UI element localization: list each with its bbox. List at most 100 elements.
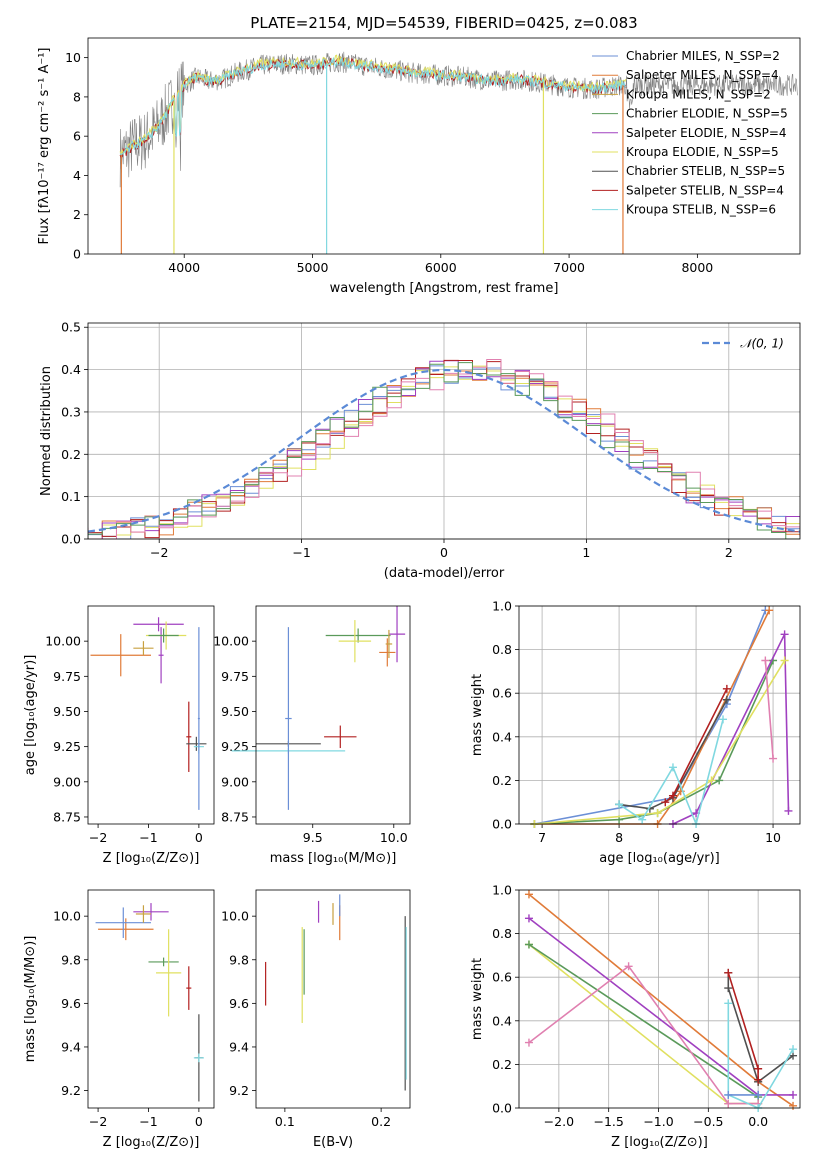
y-tick-label: 8.75 <box>221 809 249 824</box>
y-tick-label: 10 <box>65 50 81 65</box>
legend-label-chabrier_elodie: Chabrier ELODIE, N_SSP=5 <box>626 107 788 121</box>
y-tick-label: 9.4 <box>229 1039 249 1054</box>
y-tick-label: 0.4 <box>492 1013 512 1028</box>
y-tick-label: 0.3 <box>61 404 81 419</box>
x-tick-label: 9 <box>692 830 700 845</box>
series-marker-salpeter_elodie <box>524 914 533 923</box>
series-line-salpeter_miles <box>528 893 794 1107</box>
x-axis-label: E(B-V) <box>313 1135 353 1150</box>
y-axis-label: age [log₁₀(age/yr)] <box>23 655 38 776</box>
series-marker-salpeter_stelib <box>668 791 677 800</box>
y-tick-label: 10.0 <box>221 909 249 924</box>
x-tick-label: 4000 <box>168 260 200 275</box>
x-tick-label: 1 <box>582 545 590 560</box>
panel-residuals: −2 −1 0 1 2 0.0 0.1 0.2 0.3 0.4 0.5 (data-model)/er… <box>39 320 801 581</box>
hist-series <box>88 362 800 539</box>
series-line-salpeter_stelib <box>727 972 759 1080</box>
x-tick-label: 0 <box>440 545 448 560</box>
series-marker-kroupa_stelib <box>615 800 624 809</box>
axes-frame <box>518 889 801 1109</box>
series-line-kroupa_stelib <box>727 1003 794 1110</box>
x-tick-label: −1.0 <box>643 1114 673 1129</box>
y-tick-label: 0.6 <box>492 970 512 985</box>
x-tick-label: 10 <box>765 830 781 845</box>
series-marker-kroupa_elodie <box>780 656 789 665</box>
x-axis-label: wavelength [Angstrom, rest frame] <box>330 281 559 296</box>
series-marker-kroupa_stelib <box>789 1045 798 1054</box>
panel-mass-vs-ebv: 0.1 0.2 9.2 9.4 9.6 9.8 10.0 E(B-V) <box>221 889 411 1150</box>
x-tick-label: −2 <box>89 1114 107 1129</box>
panel-mass-weight-vs-Z: −2.0 −1.5 −1.0 −0.5 0.0 0.0 0.2 0.4 0.6 0.8 1.0 Z [… <box>470 883 801 1150</box>
series-line-chabrier_stelib <box>727 972 794 1084</box>
y-tick-label: 9.6 <box>61 996 81 1011</box>
series-marker-kroupa_stelib <box>668 763 677 772</box>
x-tick-label: −1.5 <box>594 1114 624 1129</box>
series-line-salpeter_elodie <box>672 633 790 825</box>
y-tick-label: 6 <box>73 129 81 144</box>
panel-mass-vs-Z: −2 −1 0 9.2 9.4 9.6 9.8 10.0 Z [log₁₀(Z/Z⊙)] mass… <box>23 889 215 1150</box>
y-tick-label: 2 <box>73 207 81 222</box>
legend-label-salpeter_stelib: Salpeter STELIB, N_SSP=4 <box>626 183 784 197</box>
series-marker-kroupa_elodie <box>653 809 662 818</box>
x-tick-label: −0.5 <box>693 1114 723 1129</box>
y-tick-label: 9.25 <box>221 739 249 754</box>
axes-frame <box>255 889 411 1109</box>
legend-label-kroupa_stelib: Kroupa STELIB, N_SSP=6 <box>626 203 776 217</box>
x-tick-label: 10.0 <box>380 830 408 845</box>
axes-frame <box>87 605 215 825</box>
y-tick-label: 10.0 <box>53 909 81 924</box>
panel-mass-weight-vs-age: 7 8 9 10 0.0 0.2 0.4 0.6 0.8 1.0 age [log₁₀(age/yr… <box>470 599 801 866</box>
legend-label-kroupa_elodie: Kroupa ELODIE, N_SSP=5 <box>626 145 779 159</box>
series-marker-salpeter_miles <box>789 1101 798 1110</box>
y-tick-label: 10.00 <box>45 634 81 649</box>
y-tick-label: 0.0 <box>492 1101 512 1116</box>
series-line-chabrier_elodie <box>528 943 759 1098</box>
axes-frame <box>87 37 801 255</box>
panel-age-vs-Z: −2 −1 0 8.75 9.00 9.25 9.50 9.75 10.00 Z [log₁₀(Z… <box>23 605 215 866</box>
x-tick-label: −2.0 <box>544 1114 574 1129</box>
series-marker-salpeter_stelib <box>722 684 731 693</box>
normal-curve <box>87 368 801 533</box>
series-marker-chabrier_elodie <box>524 940 533 949</box>
y-tick-label: 9.4 <box>61 1039 81 1054</box>
series-marker-chabrier_elodie <box>715 776 724 785</box>
y-axis-label: Normed distribution <box>39 366 54 496</box>
x-tick-label: 0.2 <box>371 1114 391 1129</box>
y-tick-label: 9.00 <box>53 774 81 789</box>
legend-label-chabrier_miles: Chabrier MILES, N_SSP=2 <box>626 49 780 63</box>
series-line-chabrier_miles <box>534 610 767 825</box>
series-marker-salpeter_stelib <box>754 1064 763 1073</box>
x-tick-label: 6000 <box>425 260 457 275</box>
series-marker-salpeter_elodie <box>780 630 789 639</box>
series-marker-salpeter_elodie <box>784 806 793 815</box>
legend-label-salpeter_miles: Salpeter MILES, N_SSP=4 <box>626 68 779 82</box>
x-tick-label: −1 <box>139 1114 157 1129</box>
series-marker-pink <box>624 962 633 971</box>
y-tick-label: 0.5 <box>61 320 81 335</box>
y-tick-label: 0 <box>73 247 81 262</box>
y-tick-label: 0.2 <box>492 773 512 788</box>
y-tick-label: 0.0 <box>61 532 81 547</box>
series-marker-salpeter_stelib <box>754 1075 763 1084</box>
y-tick-label: 9.8 <box>61 952 81 967</box>
axes-frame <box>87 322 801 540</box>
series-marker-kroupa_stelib <box>638 815 647 824</box>
y-tick-label: 0.4 <box>492 729 512 744</box>
series-marker-pink <box>524 1038 533 1047</box>
y-tick-label: 0.6 <box>492 686 512 701</box>
x-tick-label: 0 <box>195 1114 203 1129</box>
y-tick-label: 9.25 <box>53 739 81 754</box>
series-marker-salpeter_miles <box>524 890 533 899</box>
y-tick-label: 10.00 <box>213 634 249 649</box>
series-marker-salpeter_elodie <box>789 1090 798 1099</box>
series-line-chabrier_stelib <box>618 699 728 810</box>
y-tick-label: 9.75 <box>221 669 249 684</box>
series-line-pink <box>764 660 774 759</box>
axes-frame <box>518 605 801 825</box>
y-tick-label: 8.75 <box>53 809 81 824</box>
y-tick-label: 8 <box>73 89 81 104</box>
series-marker-pink <box>761 656 770 665</box>
series-marker-pink <box>724 1099 733 1108</box>
y-tick-label: 0.2 <box>61 447 81 462</box>
